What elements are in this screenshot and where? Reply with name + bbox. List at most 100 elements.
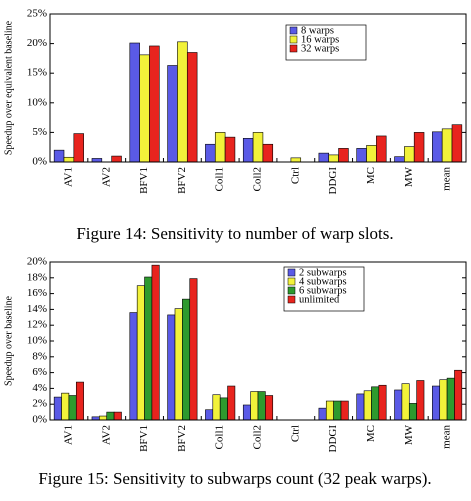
- y-tick-label: 0%: [32, 414, 47, 426]
- bar: [99, 415, 108, 421]
- bar: [174, 308, 183, 421]
- x-tick-label: Ctrl: [289, 425, 301, 442]
- legend-label: 8 warps: [301, 25, 334, 36]
- bar: [149, 45, 160, 163]
- y-tick-label: 18%: [27, 271, 47, 283]
- legend-label: 32 warps: [301, 43, 339, 54]
- bar: [219, 397, 228, 421]
- legend-label: 16 warps: [301, 34, 339, 45]
- legend-swatch: [287, 277, 296, 286]
- x-tick-label: BFV2: [176, 167, 188, 194]
- plot-frame: [49, 13, 467, 163]
- y-tick-label: 5%: [32, 126, 47, 138]
- x-tick-label: BFV2: [176, 425, 188, 452]
- legend-swatch: [287, 268, 296, 277]
- x-tick-label: DDGI: [327, 167, 339, 195]
- bar: [366, 145, 377, 163]
- y-tick-label: 20%: [27, 37, 47, 49]
- bar: [53, 149, 65, 163]
- figure-caption: Figure 15: Sensitivity to subwarps count…: [38, 469, 431, 488]
- bar: [290, 157, 302, 163]
- y-tick-label: 8%: [32, 350, 47, 362]
- bar: [224, 136, 236, 163]
- bar: [413, 132, 425, 163]
- y-tick-label: 10%: [27, 96, 47, 108]
- bar: [113, 411, 122, 421]
- figure-caption: Figure 14: Sensitivity to number of warp…: [76, 224, 393, 243]
- legend-box: [283, 266, 365, 312]
- x-tick-label: BFV1: [138, 425, 150, 452]
- legend-swatch: [287, 286, 296, 295]
- y-tick-label: 10%: [27, 335, 47, 347]
- x-tick-label: mean: [441, 425, 453, 449]
- bar: [189, 278, 198, 421]
- x-tick-label: AV1: [62, 167, 74, 187]
- bar: [61, 392, 70, 421]
- bar: [441, 128, 453, 163]
- bar: [186, 52, 198, 163]
- bar: [63, 156, 75, 163]
- x-tick-label: MW: [403, 166, 415, 187]
- bar: [136, 285, 145, 421]
- legend-box: [285, 24, 367, 61]
- x-tick-label: AV2: [100, 425, 112, 445]
- bar: [75, 381, 84, 421]
- bar: [53, 396, 62, 421]
- bar: [252, 132, 264, 163]
- bar: [227, 385, 236, 421]
- legend-swatch: [287, 295, 296, 304]
- bar: [432, 131, 443, 163]
- bar: [408, 403, 417, 421]
- bar: [371, 386, 380, 421]
- bar: [144, 276, 153, 421]
- y-axis-label: Speedup over baseline: [3, 295, 14, 386]
- x-tick-label: MC: [365, 425, 377, 442]
- bar: [451, 124, 463, 163]
- bar: [325, 400, 334, 421]
- bar: [250, 391, 259, 421]
- bar: [214, 132, 226, 163]
- legend-label: 4 subwarps: [299, 276, 347, 287]
- bar: [394, 156, 405, 163]
- x-tick-label: Coll1: [214, 425, 226, 449]
- y-tick-label: 15%: [27, 67, 47, 79]
- bar: [363, 390, 372, 421]
- y-tick-label: 0%: [32, 156, 47, 168]
- legend-label: unlimited: [299, 294, 340, 305]
- plot-frame: [49, 261, 467, 421]
- bar: [394, 389, 403, 421]
- bar: [333, 400, 342, 421]
- bar: [129, 42, 140, 163]
- x-tick-label: Ctrl: [289, 167, 301, 184]
- x-tick-label: AV2: [100, 167, 112, 187]
- y-tick-label: 12%: [27, 319, 47, 331]
- y-axis-label: Speedup over equivalent baseline: [3, 20, 14, 155]
- bar: [454, 369, 463, 421]
- legend-swatch: [289, 26, 298, 35]
- bar: [212, 394, 221, 421]
- bar: [401, 383, 410, 421]
- x-tick-label: DDGI: [327, 425, 339, 453]
- y-tick-label: 20%: [27, 256, 47, 268]
- bar: [432, 385, 441, 421]
- y-tick-label: 25%: [27, 8, 47, 20]
- bar: [111, 155, 122, 163]
- bar: [242, 404, 251, 421]
- bar: [376, 135, 387, 163]
- x-tick-label: mean: [441, 167, 453, 191]
- x-tick-label: BFV1: [138, 167, 150, 194]
- bar: [265, 395, 274, 421]
- bar: [167, 65, 178, 163]
- legend-swatch: [289, 44, 298, 53]
- bar: [257, 391, 266, 421]
- x-tick-label: Coll2: [252, 425, 264, 449]
- bar: [328, 154, 339, 163]
- bar: [73, 133, 84, 163]
- bar: [68, 395, 77, 421]
- bar: [404, 146, 415, 163]
- bar: [262, 143, 274, 163]
- bar: [446, 377, 455, 421]
- bar: [439, 379, 448, 421]
- bar: [356, 393, 365, 421]
